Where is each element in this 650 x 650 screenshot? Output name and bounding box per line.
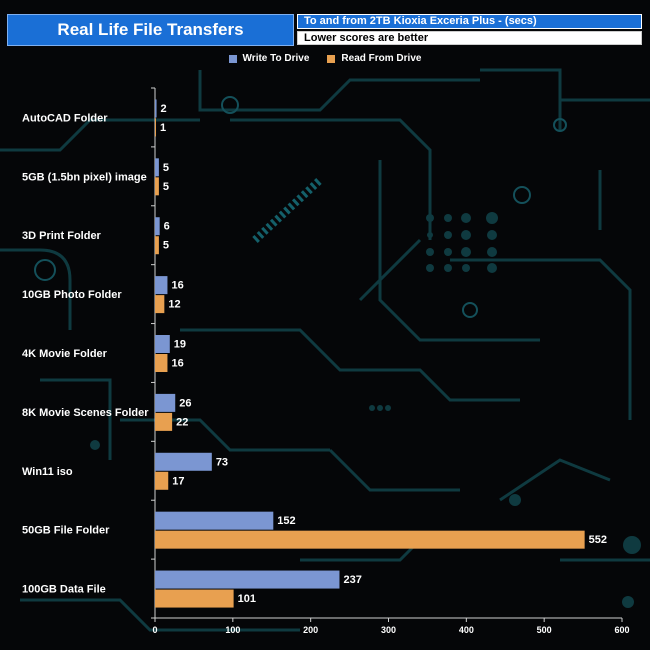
x-tick-label: 600	[614, 625, 629, 635]
legend-item-write: Write To Drive	[228, 53, 310, 64]
legend-item-read: Read From Drive	[327, 53, 421, 64]
bar-write	[155, 570, 340, 589]
bar-write	[155, 158, 159, 177]
x-tick-label: 300	[381, 625, 396, 635]
bar-read	[155, 589, 234, 608]
x-tick-label: 100	[225, 625, 240, 635]
value-label-write: 5	[163, 162, 169, 174]
value-label-write: 2	[161, 103, 167, 115]
category-label: 50GB File Folder	[22, 525, 110, 537]
value-label-read: 12	[168, 299, 180, 311]
x-tick-label: 500	[537, 625, 552, 635]
value-label-read: 22	[176, 416, 188, 428]
value-label-write: 16	[171, 280, 183, 292]
legend: Write To Drive Read From Drive	[0, 53, 650, 64]
value-label-write: 6	[164, 221, 170, 233]
value-label-read: 5	[163, 181, 169, 193]
value-label-read: 16	[171, 358, 183, 370]
bar-write	[155, 511, 274, 530]
category-label: 10GB Photo Folder	[22, 289, 122, 301]
bar-write	[155, 217, 160, 236]
category-label: Win11 iso	[22, 466, 73, 478]
x-tick-label: 400	[459, 625, 474, 635]
bar-read	[155, 530, 585, 549]
category-label: 8K Movie Scenes Folder	[22, 407, 149, 419]
category-label: 5GB (1.5bn pixel) image	[22, 171, 147, 183]
bar-read	[155, 236, 159, 255]
category-label: 4K Movie Folder	[22, 348, 108, 360]
value-label-read: 1	[160, 122, 166, 134]
x-tick-label: 0	[152, 625, 157, 635]
value-label-write: 237	[343, 574, 361, 586]
value-label-read: 552	[589, 534, 607, 546]
legend-swatch-read	[327, 54, 336, 63]
bar-read	[155, 471, 169, 490]
bar-write	[155, 335, 170, 353]
bar-read	[155, 412, 173, 431]
value-label-write: 152	[277, 515, 295, 527]
chart-subtitle: To and from 2TB Kioxia Exceria Plus - (s…	[297, 14, 642, 29]
bar-write	[155, 452, 212, 471]
bar-read	[155, 118, 156, 137]
category-label: 3D Print Folder	[22, 230, 102, 242]
bar-write	[155, 276, 168, 295]
chart-note: Lower scores are better	[297, 31, 642, 45]
bar-read	[155, 295, 165, 314]
bar-read	[155, 354, 168, 372]
x-tick-label: 200	[303, 625, 318, 635]
legend-swatch-write	[228, 54, 237, 63]
category-label: 100GB Data File	[22, 584, 106, 596]
legend-label-read: Read From Drive	[341, 53, 422, 64]
bar-write	[155, 393, 176, 412]
bar-read	[155, 177, 159, 196]
value-label-read: 17	[172, 475, 184, 487]
bar-write	[155, 99, 157, 118]
value-label-read: 101	[238, 593, 256, 605]
chart-title: Real Life File Transfers	[7, 14, 294, 46]
legend-label-write: Write To Drive	[242, 53, 310, 64]
value-label-read: 5	[163, 240, 169, 252]
value-label-write: 73	[216, 456, 228, 468]
value-label-write: 26	[179, 397, 191, 409]
category-label: AutoCAD Folder	[22, 112, 108, 124]
value-label-write: 19	[174, 339, 186, 351]
